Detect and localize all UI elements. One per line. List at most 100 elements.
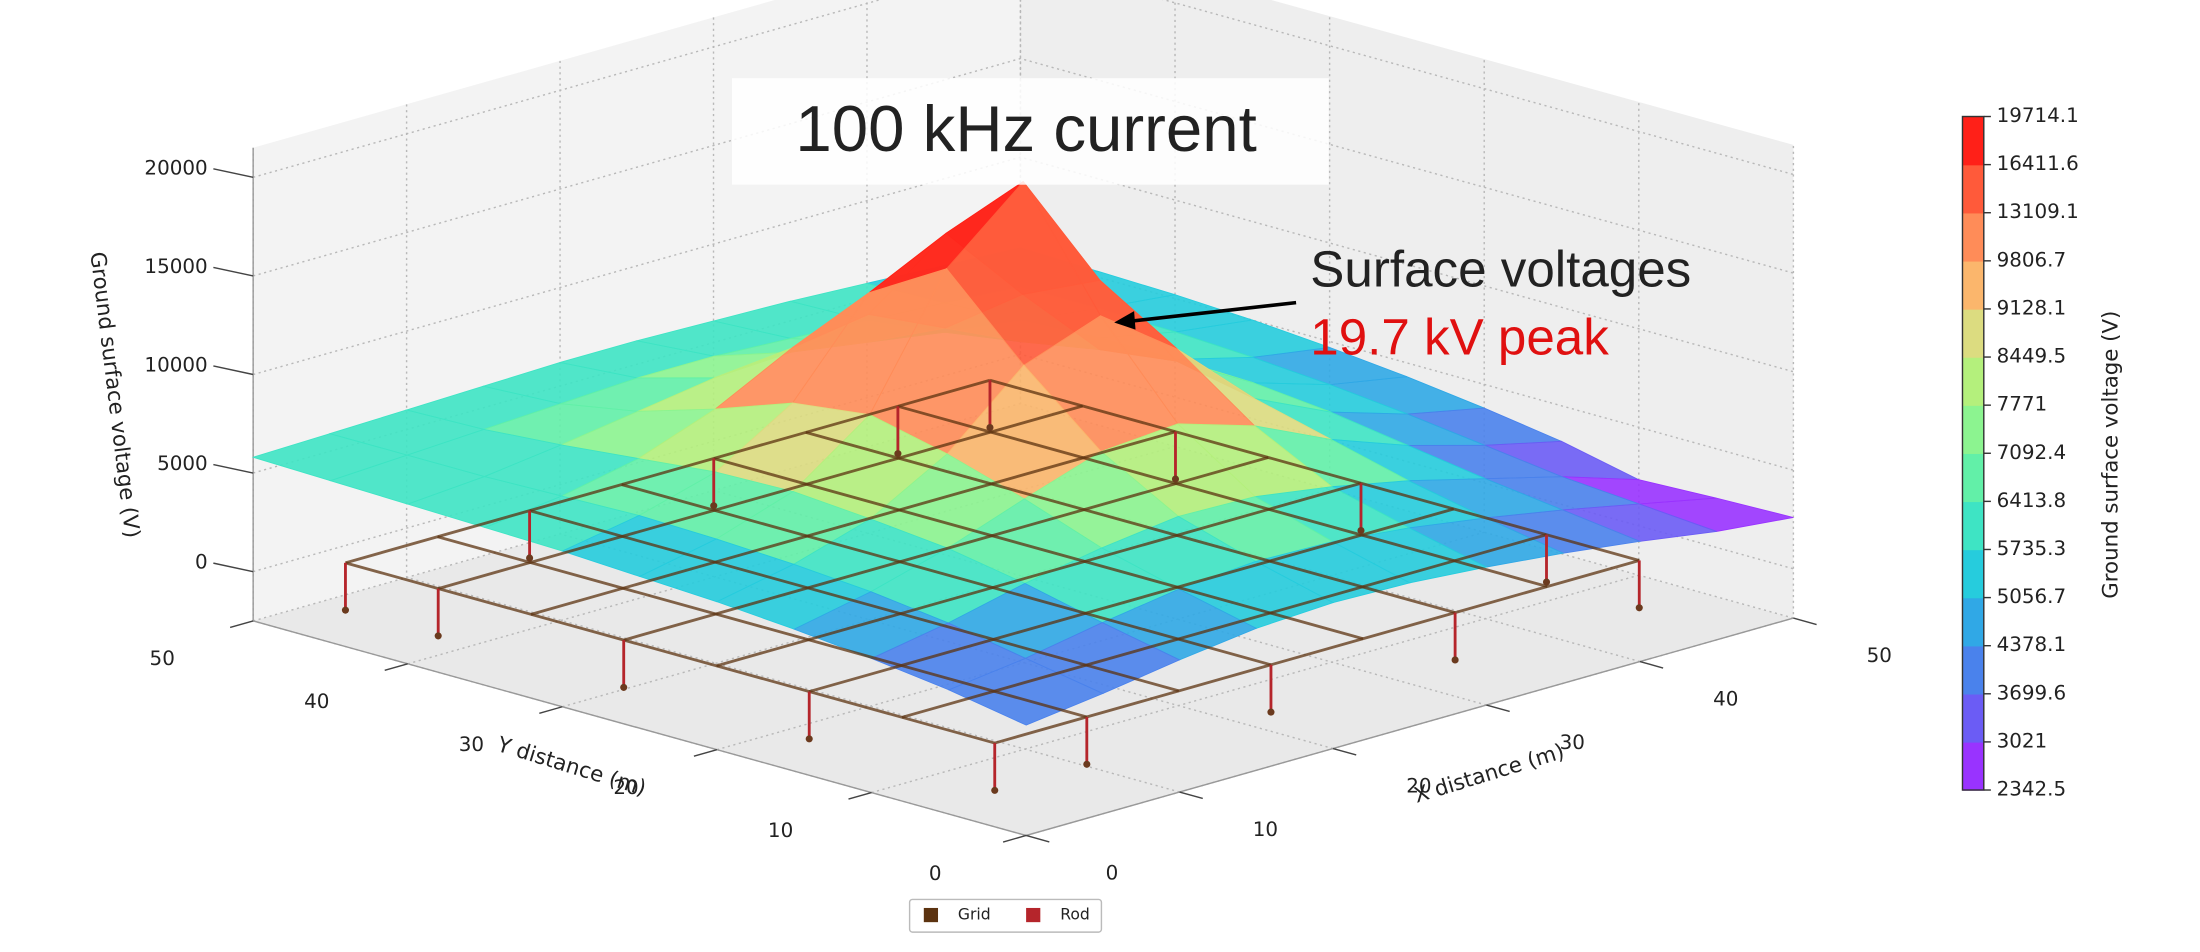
grid-conductor: [437, 404, 1084, 590]
rod-foot: [526, 554, 534, 562]
colorbar-band: [1962, 741, 1984, 791]
x-axis-label: X distance (m): [1411, 739, 1567, 808]
grid-conductor: [897, 404, 1548, 588]
rod-foot: [710, 502, 718, 510]
z-tick-label: 5000: [157, 452, 208, 475]
colorbar-tick-label: 5735.3: [1997, 537, 2067, 560]
z-axis-label: Ground surface voltage (V): [84, 250, 144, 539]
colorbar-tick-label: 9806.7: [1997, 248, 2067, 271]
x-tick-mark: [1332, 747, 1357, 756]
colorbar-label: Ground surface voltage (V): [2099, 311, 2124, 599]
colorbar-tick-label: 7771: [1997, 393, 2048, 416]
rod-foot: [1267, 708, 1275, 716]
y-tick-mark: [1002, 834, 1027, 843]
labels: 0 10 20 30 40 50 0 10 20 30 40 50 0 5000 10000 15000 200…: [144, 156, 1891, 884]
z-tick-label: 20000: [144, 156, 207, 179]
colorbar-band: [1962, 693, 1984, 743]
y-tick-mark: [539, 706, 563, 714]
legend-swatch: [1026, 907, 1041, 923]
colorbar-band: [1962, 597, 1984, 647]
z-tick-label: 10000: [144, 353, 207, 376]
z-tick-mark: [213, 266, 254, 277]
x-tick-label: 20: [1406, 775, 1431, 798]
rod-foot: [1542, 578, 1551, 586]
colorbar-tick-label: 13109.1: [1997, 200, 2079, 223]
grid-conductor: [808, 507, 1455, 693]
z-tick-mark: [213, 168, 254, 179]
z-tick-mark: [213, 463, 254, 474]
colorbar-band: [1962, 405, 1984, 454]
colorbar-tick-label: 3699.6: [1997, 681, 2067, 704]
legend-label: Grid: [958, 906, 991, 924]
grid-conductor: [529, 509, 1180, 693]
annotation-highlight: 19.7 kV peak: [1310, 309, 1609, 366]
rod-foot: [805, 735, 813, 743]
rod-foot: [1635, 604, 1643, 612]
rod-foot: [620, 683, 628, 691]
x-tick-mark: [1179, 791, 1203, 800]
grid-conductor: [901, 533, 1547, 719]
rod-foot: [1451, 656, 1459, 664]
x-tick-mark: [1793, 617, 1817, 626]
legend-label: Rod: [1060, 906, 1090, 924]
y-tick-label: 0: [929, 862, 942, 885]
x-tick-mark: [1639, 660, 1664, 669]
y-tick-label: 50: [150, 647, 175, 670]
colorbar-band: [1962, 260, 1984, 310]
grid-conductor: [716, 481, 1362, 668]
colorbar-tick-label: 16411.6: [1997, 152, 2079, 175]
colorbar-tick-label: 4378.1: [1997, 633, 2067, 656]
legend: Grid Rod: [923, 906, 1090, 924]
grid-conductor: [345, 561, 996, 745]
rod-foot: [341, 606, 349, 614]
z-tick-mark: [213, 365, 254, 376]
conductors: [341, 378, 1643, 794]
y-tick-mark: [693, 748, 718, 757]
colorbar-tick-label: 6413.8: [1997, 489, 2067, 512]
rod-foot: [434, 632, 442, 640]
grid-conductor: [530, 430, 1176, 616]
legend-swatch: [923, 907, 939, 923]
colorbar-band: [1962, 549, 1984, 599]
grid-conductor: [345, 378, 991, 565]
x-tick-label: 40: [1713, 688, 1738, 711]
y-tick-mark: [229, 620, 254, 629]
grid-conductor: [437, 535, 1088, 719]
colorbar-band: [1962, 501, 1984, 551]
grid-conductor: [989, 378, 1640, 562]
x-tick-label: 0: [1106, 861, 1119, 884]
title-box: [731, 78, 1329, 185]
z-tick-label: 15000: [144, 255, 207, 278]
y-tick-label: 40: [304, 690, 329, 713]
colorbar-tick-label: 7092.4: [1997, 441, 2067, 464]
surface-facet: [947, 657, 1104, 726]
rod-foot: [986, 423, 994, 432]
grid-conductor: [713, 457, 1364, 641]
z-tick-mark: [213, 562, 254, 573]
x-tick-label: 10: [1253, 818, 1278, 841]
chart-title: 100 kHz current: [795, 92, 1256, 165]
rod-foot: [991, 786, 999, 794]
grid-line: [252, 57, 1794, 277]
colorbar-band: [1962, 116, 1984, 166]
x-tick-label: 50: [1867, 644, 1892, 667]
colorbar-band: [1962, 357, 1984, 406]
colorbar-tick-label: 9128.1: [1997, 296, 2067, 319]
grid-conductor: [805, 431, 1456, 614]
y-tick-label: 10: [768, 819, 793, 842]
grid-conductor: [621, 483, 1272, 667]
y-tick-mark: [848, 791, 872, 800]
colorbar-band: [1962, 453, 1984, 503]
colorbar-tick-label: 8449.5: [1997, 345, 2067, 368]
y-axis-label: Y distance (m): [493, 732, 649, 801]
grid-conductor: [623, 456, 1269, 642]
colorbar-tick-label: 3021: [1997, 729, 2048, 752]
rod-foot: [894, 450, 902, 458]
colorbar-band: [1962, 645, 1984, 695]
y-tick-label: 20: [613, 776, 638, 799]
colorbar-tick-label: 5056.7: [1997, 585, 2067, 608]
annotation-arrowhead: [1114, 311, 1136, 330]
colorbar-band: [1962, 212, 1984, 262]
colorbar-band: [1962, 308, 1984, 358]
rod-foot: [1083, 760, 1091, 768]
